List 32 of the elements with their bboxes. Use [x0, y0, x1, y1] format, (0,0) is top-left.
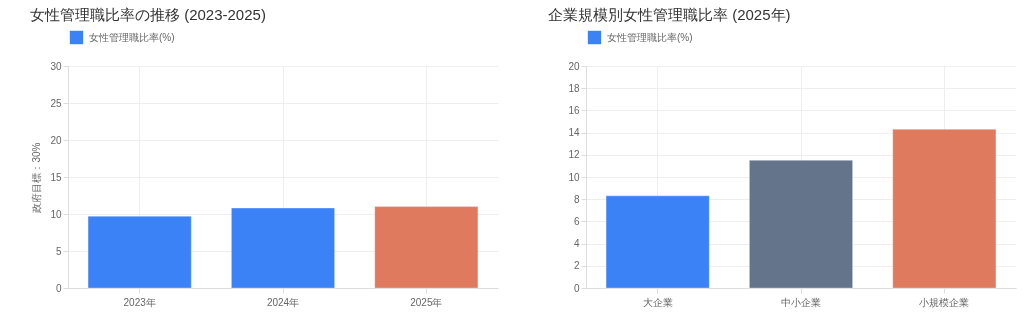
- y-axis-title: 政府目標：30%: [31, 142, 43, 213]
- y-tick-label: 0: [573, 282, 580, 294]
- y-tick-label: 12: [568, 149, 580, 161]
- y-tick-label: 10: [568, 171, 580, 183]
- y-tick-label: 20: [568, 60, 580, 72]
- legend-label: 女性管理職比率(%): [607, 31, 693, 43]
- x-tick-label: 中小企業: [781, 296, 821, 308]
- y-tick-label: 18: [568, 82, 580, 94]
- legend-label: 女性管理職比率(%): [89, 31, 175, 43]
- y-tick-label: 16: [568, 104, 580, 116]
- chart-title: 女性管理職比率の推移 (2023-2025): [30, 6, 266, 23]
- y-tick-label: 2: [573, 260, 580, 272]
- bar: [892, 128, 997, 289]
- y-tick-label: 10: [50, 208, 62, 220]
- y-tick-label: 25: [50, 97, 62, 109]
- y-tick-label: 8: [573, 193, 580, 205]
- y-tick-label: 15: [50, 171, 62, 183]
- y-tick-label: 0: [55, 282, 62, 294]
- chart-title: 企業規模別女性管理職比率 (2025年): [548, 6, 791, 23]
- y-tick-label: 4: [573, 238, 580, 250]
- y-tick-label: 5: [55, 245, 62, 257]
- y-tick-label: 14: [568, 127, 580, 139]
- y-tick-label: 30: [50, 60, 62, 72]
- y-tick-label: 20: [50, 134, 62, 146]
- x-tick-label: 大企業: [642, 296, 673, 308]
- x-tick-label: 2024年: [266, 296, 300, 308]
- bar: [605, 195, 710, 289]
- y-tick-label: 6: [573, 215, 580, 227]
- x-tick-label: 小規模企業: [919, 296, 970, 308]
- bar: [748, 159, 854, 289]
- x-tick-label: 2023年: [123, 296, 156, 308]
- x-tick-label: 2025年: [410, 296, 443, 308]
